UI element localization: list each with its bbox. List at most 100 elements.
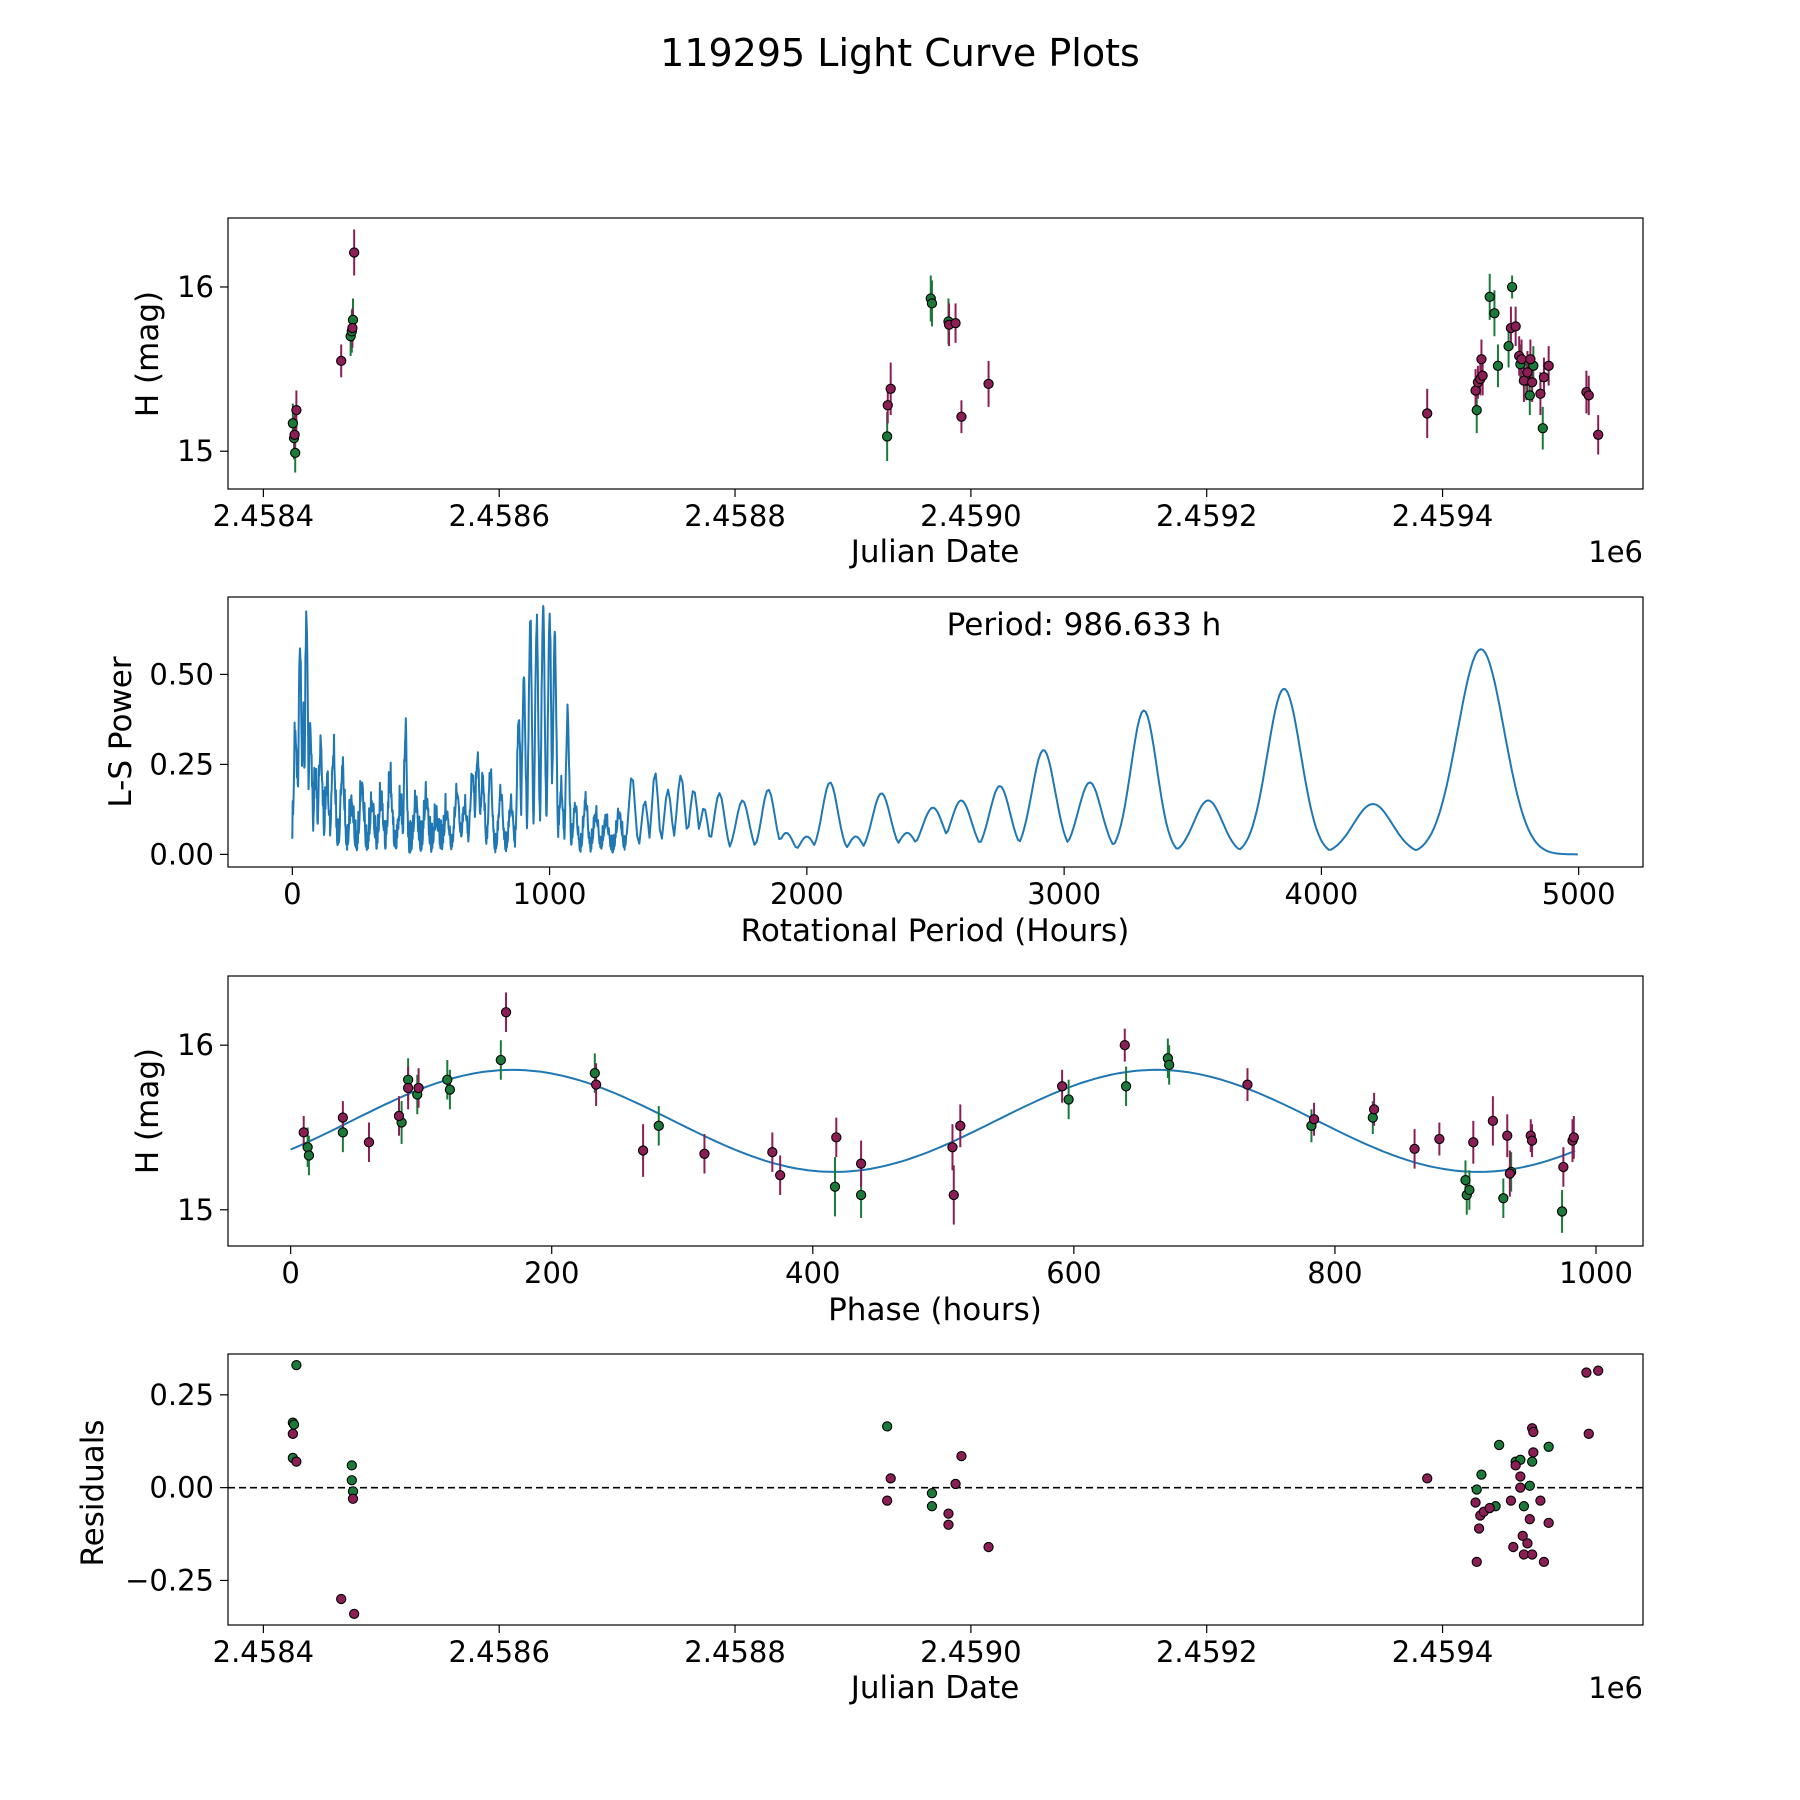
phase-curve-point-green <box>1464 1184 1475 1196</box>
light-curve-point-purple <box>1522 367 1533 378</box>
residuals-point-green <box>1471 1484 1482 1495</box>
light-curve-point-purple <box>1510 321 1521 332</box>
light-curve-xlabel: Julian Date <box>849 534 1020 570</box>
period-annotation: Period: 986.633 h <box>947 607 1222 643</box>
residuals-point-purple <box>885 1473 896 1484</box>
residuals-point-green <box>288 1419 300 1430</box>
periodogram-xlabel: Rotational Period (Hours) <box>741 913 1130 949</box>
phase-curve-point-purple <box>1434 1133 1445 1145</box>
phase-curve-point-green <box>1367 1112 1378 1123</box>
light-curve-point-green <box>290 447 301 459</box>
light-curve-frame <box>227 217 1644 490</box>
phase-curve-xtick-label: 1000 <box>1559 1256 1633 1290</box>
figure-title: 119295 Light Curve Plots <box>660 31 1140 75</box>
phase-curve-point-green <box>442 1074 453 1085</box>
periodogram-xtick-label: 1000 <box>513 877 587 911</box>
phase-curve-point-purple <box>402 1082 414 1094</box>
phase-curve-axes: 0 200 400 600 800 1000 15 16 <box>177 1028 1633 1290</box>
light-curve-point-green <box>1537 423 1548 434</box>
phase-curve-point-green <box>1460 1174 1471 1186</box>
residuals-point-purple <box>1505 1495 1517 1506</box>
residuals-point-green <box>882 1421 893 1432</box>
phase-curve-point-purple <box>363 1137 375 1148</box>
light-curve-point-green <box>1484 291 1495 302</box>
residuals-offset-label: 1e6 <box>1588 1671 1643 1705</box>
light-curve-point-green <box>1524 390 1535 401</box>
phase-curve-point-green <box>589 1067 600 1079</box>
residuals-point-purple <box>983 1541 994 1553</box>
phase-curve-point-purple <box>1308 1114 1320 1125</box>
periodogram-marks <box>291 605 1578 856</box>
periodogram-ytick-label: 0.50 <box>149 657 214 691</box>
light-curve-point-purple <box>882 400 893 411</box>
residuals-ylabel: Residuals <box>75 1419 111 1566</box>
residuals-point-purple <box>1515 1471 1526 1482</box>
residuals-point-green <box>346 1475 357 1486</box>
residuals-point-purple <box>1522 1538 1533 1549</box>
phase-curve-point-purple <box>413 1082 424 1094</box>
phase-curve-point-purple <box>948 1189 959 1201</box>
light-curve-point-purple <box>983 378 994 390</box>
residuals-point-green <box>926 1488 938 1499</box>
periodogram-xtick-label: 2000 <box>770 877 844 911</box>
residuals-ytick-label: −0.25 <box>125 1563 214 1597</box>
light-curve-point-purple <box>1525 354 1536 365</box>
residuals-point-purple <box>1422 1473 1433 1484</box>
residuals-point-purple <box>1484 1502 1495 1514</box>
residuals-point-purple <box>349 1608 360 1620</box>
phase-curve-point-purple <box>699 1148 710 1159</box>
light-curve-point-purple <box>1535 388 1546 399</box>
phase-curve-point-green <box>1063 1094 1074 1105</box>
residuals-point-purple <box>1593 1365 1604 1376</box>
periodogram-xtick-label: 5000 <box>1542 877 1616 911</box>
residuals-xtick-label: 2.4586 <box>448 1635 549 1669</box>
phase-curve-point-green <box>1120 1081 1132 1092</box>
phase-curve-point-purple <box>947 1142 958 1153</box>
periodogram-ylabel: L-S Power <box>103 656 139 807</box>
light-curve-point-purple <box>1543 360 1554 371</box>
phase-curve-point-green <box>1556 1206 1568 1217</box>
phase-curve-point-green <box>855 1189 867 1201</box>
light-curve-point-purple <box>289 429 300 440</box>
phase-curve-point-purple <box>1568 1132 1579 1143</box>
phase-curve-point-green <box>303 1150 315 1161</box>
light-curve-xtick-label: 2.4594 <box>1392 499 1493 533</box>
phase-curve-xtick-label: 200 <box>524 1256 579 1290</box>
residuals-point-green <box>1524 1480 1535 1491</box>
residuals-xlabel: Julian Date <box>849 1670 1020 1706</box>
residuals-point-purple <box>1538 1556 1550 1568</box>
residuals-xtick-label: 2.4590 <box>920 1635 1021 1669</box>
periodogram-line <box>291 605 1578 856</box>
light-curve-offset-label: 1e6 <box>1588 535 1643 569</box>
residuals-point-green <box>346 1460 357 1471</box>
light-curve-point-green <box>1471 405 1482 416</box>
residuals-point-purple <box>1470 1497 1481 1508</box>
phase-curve-xtick-label: 800 <box>1307 1256 1362 1290</box>
phase-curve-point-purple <box>500 1007 512 1018</box>
residuals-point-purple <box>287 1428 299 1439</box>
phase-curve-ytick-label: 15 <box>177 1193 214 1227</box>
residuals-point-purple <box>1515 1482 1526 1493</box>
light-curve-point-purple <box>1477 370 1488 381</box>
residuals-point-purple <box>1508 1541 1519 1553</box>
residuals-point-purple <box>950 1478 961 1490</box>
phase-curve-point-purple <box>393 1110 405 1122</box>
light-curve-point-purple <box>1527 377 1538 388</box>
phase-curve-ylabel: H (mag) <box>130 1048 166 1174</box>
phase-curve-panel: 0 200 400 600 800 1000 15 16 Phase (hours) H (m… <box>130 975 1644 1328</box>
light-curve-point-purple <box>1538 372 1550 383</box>
residuals-point-purple <box>1510 1460 1521 1471</box>
residuals-frame <box>227 1353 1644 1626</box>
light-curve-point-purple <box>1593 429 1604 440</box>
light-curve-point-purple <box>1583 390 1594 401</box>
phase-curve-point-purple <box>590 1079 602 1090</box>
phase-curve-point-purple <box>1558 1161 1569 1173</box>
light-curve-panel: 2.4584 2.4586 2.4588 2.4590 2.4592 2.4594 15 16… <box>130 217 1644 570</box>
phase-curve-point-purple <box>1119 1039 1130 1051</box>
residuals-axes: 2.4584 2.4586 2.4588 2.4590 2.4592 2.4594 −0.2… <box>125 1378 1493 1669</box>
residuals-point-green <box>291 1359 302 1371</box>
phase-curve-point-purple <box>337 1112 349 1123</box>
light-curve-point-green <box>1503 340 1514 352</box>
light-curve-xtick-label: 2.4592 <box>1156 499 1257 533</box>
residuals-point-green <box>1543 1441 1554 1452</box>
